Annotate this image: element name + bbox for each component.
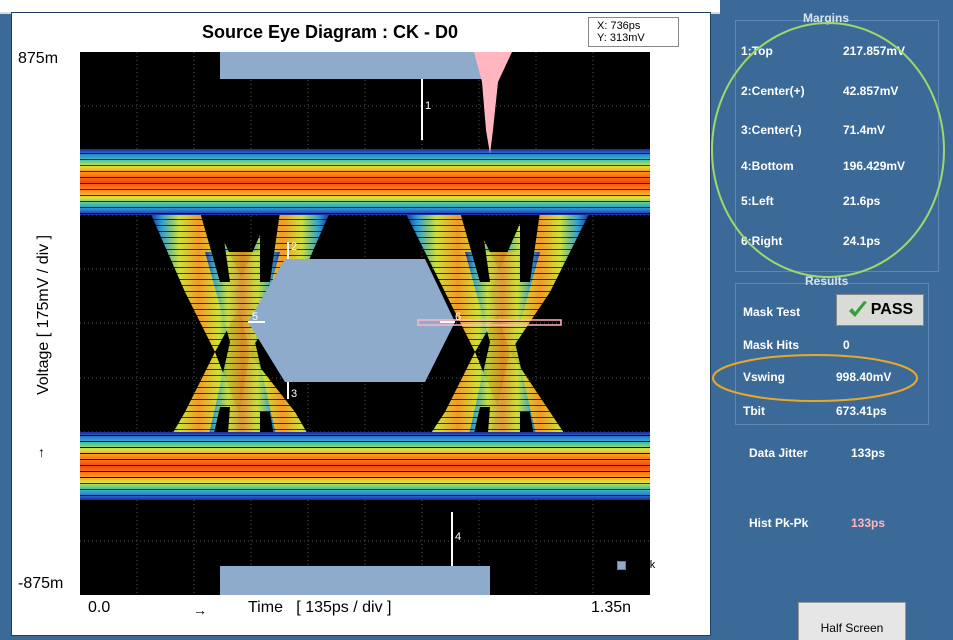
legend: Mask Fail [617, 558, 655, 586]
eye-plot-svg: 1 2 3 4 5 6 [80, 52, 650, 595]
marker-2: 2 [291, 241, 297, 253]
margin-top-label: 1:Top [741, 44, 773, 58]
mask-test-value: PASS [870, 301, 914, 318]
margin-center-plus-value: 42.857mV [843, 84, 899, 98]
x-right-label: 1.35n [591, 599, 632, 616]
margin-center-minus-value: 71.4mV [843, 123, 886, 137]
mask-hits-label: Mask Hits [743, 338, 800, 352]
pass-badge: PASS [836, 294, 924, 326]
y-bottom-label: -875m [18, 575, 64, 592]
margin-bottom-value: 196.429mV [843, 159, 906, 173]
hist-bar [417, 319, 562, 326]
marker-1: 1 [425, 100, 431, 112]
mask-bottom [220, 566, 490, 595]
chart-title: Source Eye Diagram : CK - D0 [201, 22, 459, 42]
marker-4: 4 [455, 531, 461, 543]
half-screen-button[interactable]: Half Screen [798, 602, 906, 640]
x-arrow-icon: → [193, 602, 207, 618]
checkmark-icon [848, 301, 867, 317]
marker-6: 6 [455, 311, 461, 323]
margin-center-minus-label: 3:Center(-) [741, 123, 802, 137]
cursor-y: Y: 313mV [597, 32, 645, 44]
y-axis-label: Voltage [ 175mV / div ] [35, 234, 52, 396]
y-top-label: 875m [18, 50, 59, 67]
fail-swatch-icon [617, 574, 626, 584]
margin-right-label: 6:Right [741, 234, 783, 248]
legend-fail-label: Fail [629, 573, 647, 585]
mask-test-label: Mask Test [743, 305, 801, 319]
tbit-label: Tbit [743, 404, 765, 418]
legend-fail: Fail [617, 572, 655, 586]
margin-bottom-label: 4:Bottom [741, 159, 794, 173]
marker-5: 5 [252, 311, 258, 323]
cursor-readout: X: 736ps Y: 313mV [588, 17, 679, 47]
mask-top [220, 52, 485, 79]
data-jitter-label: Data Jitter [749, 446, 808, 460]
vswing-label: Vswing [743, 370, 786, 384]
legend-mask-label: Mask [629, 559, 656, 571]
histogram-spike [474, 52, 512, 154]
vswing-value: 998.40mV [836, 370, 892, 384]
margin-center-plus-label: 2:Center(+) [741, 84, 805, 98]
x-axis-label: Time [ 135ps / div ] [248, 599, 392, 616]
cursor-x: X: 736ps [597, 20, 641, 32]
mask-swatch-icon [617, 560, 626, 570]
results-header: Results [805, 274, 849, 288]
legend-mask: Mask [617, 558, 655, 572]
margin-top-value: 217.857mV [843, 44, 906, 58]
marker-3: 3 [291, 388, 297, 400]
hist-pk-pk-label: Hist Pk-Pk [749, 516, 809, 530]
margin-right-value: 24.1ps [843, 234, 881, 248]
x-left-label: 0.0 [88, 599, 111, 616]
mask-center [248, 259, 455, 382]
tbit-value: 673.41ps [836, 404, 887, 418]
mask-hits-value: 0 [843, 338, 850, 352]
y-arrow-icon: ↑ [38, 444, 45, 460]
margin-left-label: 5:Left [741, 194, 774, 208]
margins-header: Margins [803, 11, 850, 25]
margin-left-value: 21.6ps [843, 194, 881, 208]
eye-plot[interactable]: 1 2 3 4 5 6 [80, 52, 650, 595]
hist-pk-pk-value: 133ps [851, 516, 886, 530]
data-jitter-value: 133ps [851, 446, 886, 460]
